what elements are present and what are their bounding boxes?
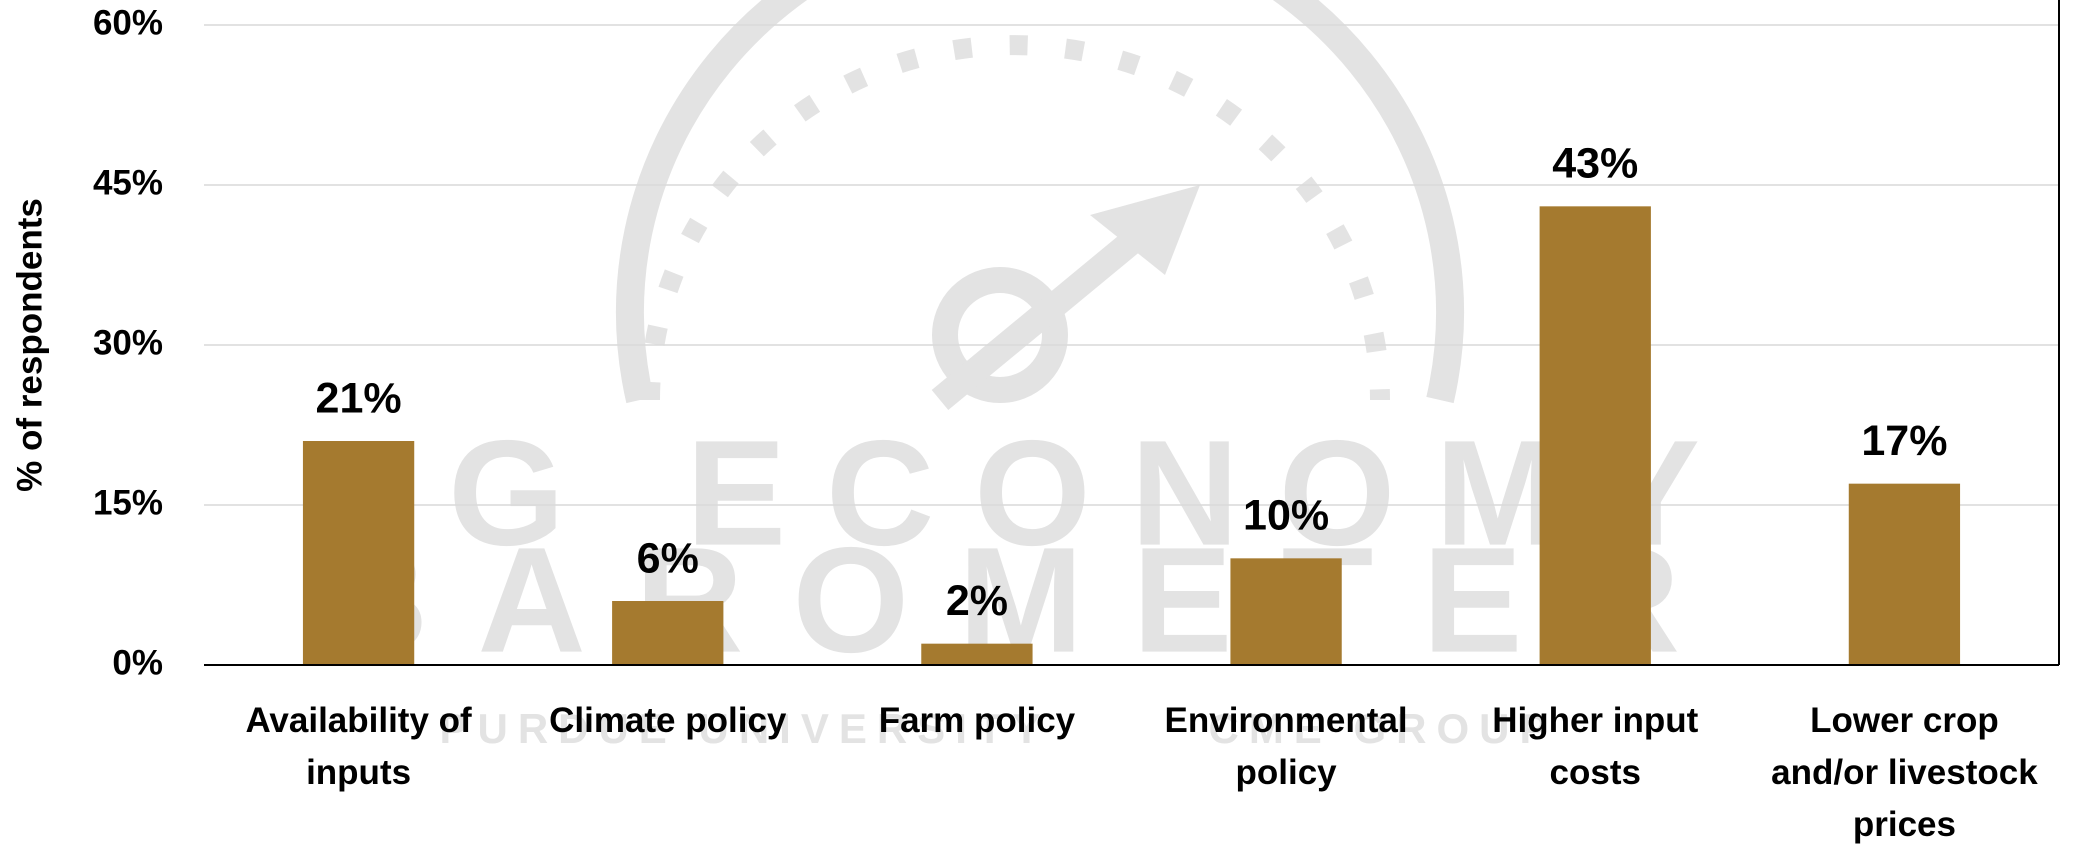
- watermark-text: AG ECONOMY: [300, 409, 1700, 577]
- y-tick-label: 60%: [93, 3, 163, 42]
- y-tick-label: 30%: [93, 323, 163, 362]
- x-tick-label: Availability of inputs: [245, 701, 472, 792]
- x-tick-label: Lower crop and/or livestock prices: [1771, 701, 2038, 844]
- bar: [921, 643, 1033, 665]
- watermark-text: CME GROUP: [1208, 705, 1557, 752]
- watermark-text: PURDUE UNIVERSITY: [439, 705, 1050, 752]
- bar: [302, 441, 415, 665]
- y-tick-label: 0%: [112, 643, 163, 682]
- bar: [1539, 206, 1651, 666]
- x-tick-label: Environmental policy: [1164, 701, 1408, 792]
- bar: [1848, 483, 1961, 665]
- x-tick-label: Farm policy: [878, 701, 1076, 740]
- bar: [612, 601, 724, 665]
- bar: [1230, 558, 1342, 665]
- y-tick-label: 15%: [93, 483, 163, 522]
- value-label: 6%: [637, 534, 699, 582]
- x-tick-label: Higher input costs: [1492, 701, 1699, 792]
- watermark-gauge: [616, 0, 1464, 411]
- value-label: 21%: [316, 374, 402, 422]
- value-label: 10%: [1243, 492, 1329, 540]
- value-label: 17%: [1861, 417, 1947, 465]
- y-axis-label: % of respondents: [10, 198, 49, 492]
- x-tick-label: Climate policy: [549, 701, 787, 740]
- value-label: 43%: [1552, 140, 1638, 188]
- watermark-arrow: [1090, 185, 1200, 275]
- y-tick-label: 45%: [93, 163, 163, 202]
- value-label: 2%: [946, 577, 1008, 625]
